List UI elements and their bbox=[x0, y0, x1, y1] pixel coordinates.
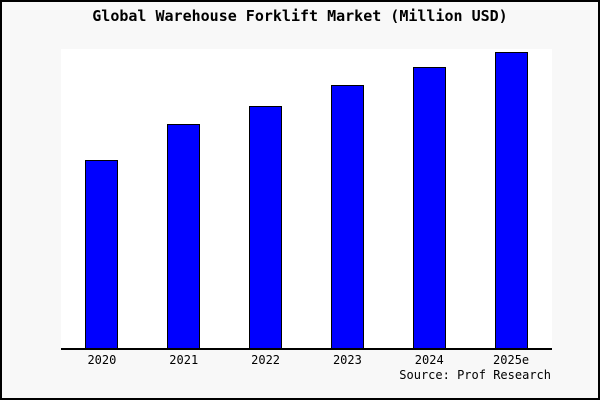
bar-2023 bbox=[331, 85, 364, 348]
source-caption: Source: Prof Research bbox=[399, 368, 551, 382]
x-tick-label-2024: 2024 bbox=[414, 353, 444, 367]
x-tick-label-2025e: 2025e bbox=[493, 353, 530, 367]
x-axis-labels: 2020 2021 2022 2023 2024 2025e bbox=[61, 353, 552, 369]
x-tick-label-2023: 2023 bbox=[332, 353, 362, 367]
chart-title: Global Warehouse Forklift Market (Millio… bbox=[92, 7, 508, 25]
bar-2022 bbox=[249, 106, 282, 348]
plot-area bbox=[61, 49, 552, 350]
bar-2020 bbox=[85, 160, 118, 348]
bar-2021 bbox=[167, 124, 200, 348]
x-tick-label-2022: 2022 bbox=[251, 353, 281, 367]
bar-2025e bbox=[495, 52, 528, 348]
bar-2024 bbox=[413, 67, 446, 348]
x-tick-label-2021: 2021 bbox=[169, 353, 199, 367]
x-tick-label-2020: 2020 bbox=[87, 353, 117, 367]
